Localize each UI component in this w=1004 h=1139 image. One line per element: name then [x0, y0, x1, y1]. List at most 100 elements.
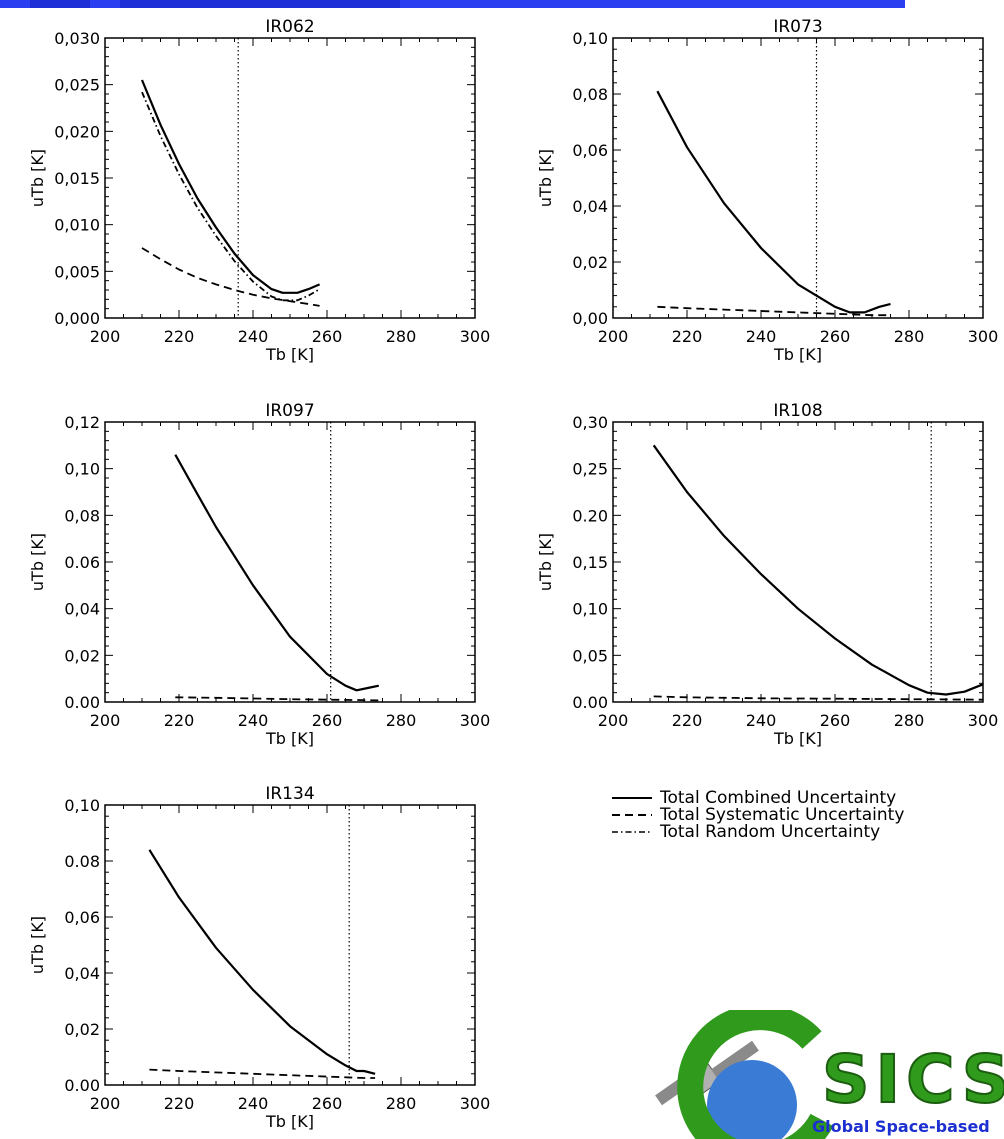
- legend-label: Total Random Uncertainty: [659, 822, 880, 842]
- y-tick-label: 0,10: [64, 796, 100, 815]
- x-tick-label: 260: [820, 327, 851, 346]
- chart-title: IR108: [773, 401, 822, 421]
- logo-wordmark: SICS: [822, 1041, 1004, 1118]
- y-tick-label: 0,10: [572, 29, 608, 48]
- y-tick-label: 0,020: [54, 122, 100, 141]
- y-tick-label: 0.08: [64, 852, 100, 871]
- x-tick-label: 260: [312, 327, 343, 346]
- series-line-solid: [174, 454, 380, 692]
- y-tick-label: 0,000: [54, 309, 100, 328]
- chart-ir073: IR073 200 220 240 260 280 300 0,00 0,02 0,04 0,06 0…: [536, 17, 998, 364]
- series-line-dashed: [149, 1068, 376, 1079]
- x-tick-label: 240: [746, 711, 777, 730]
- y-tick-label: 0,04: [64, 964, 100, 983]
- x-tick-label: 260: [820, 711, 851, 730]
- series-line-solid: [148, 849, 376, 1075]
- y-tick-label: 0,025: [54, 76, 100, 95]
- y-tick-label: 0,02: [572, 253, 608, 272]
- y-tick-label: 0,04: [64, 600, 100, 619]
- header-bar-segment: [120, 0, 400, 8]
- y-tick-label: 0,06: [64, 908, 100, 927]
- chart-ir097: IR097 200 220 240 260 280 300 0.00 0,02 0,04 0.06 0…: [28, 401, 490, 748]
- y-tick-label: 0,030: [54, 29, 100, 48]
- chart-legend: Total Combined Uncertainty Total Systema…: [612, 788, 904, 842]
- plot-frame: [104, 37, 476, 319]
- x-tick-label: 300: [460, 327, 491, 346]
- series-line-dashed: [653, 695, 984, 701]
- legend-entry-random: Total Random Uncertainty: [612, 822, 880, 842]
- x-tick-label: 300: [968, 711, 999, 730]
- x-tick-label: 200: [90, 711, 121, 730]
- x-tick-label: 220: [164, 327, 195, 346]
- chart-ir134: IR134 200 220 240 260 280 300 0.00 0,02 0,04 0,06 0…: [28, 784, 490, 1131]
- y-tick-label: 0,08: [572, 85, 608, 104]
- y-tick-label: 0,10: [572, 600, 608, 619]
- y-tick-label: 0,015: [54, 169, 100, 188]
- x-tick-label: 260: [312, 1094, 343, 1113]
- x-tick-label: 200: [598, 327, 629, 346]
- header-bar-segment: [30, 0, 90, 8]
- x-tick-label: 280: [386, 327, 417, 346]
- x-axis-label: Tb [K]: [265, 729, 314, 748]
- gsics-logo: SICS Global Space-based: [655, 1010, 1004, 1139]
- y-tick-label: 0,15: [572, 553, 608, 572]
- y-tick-label: 0.00: [572, 693, 608, 712]
- y-tick-label: 0,06: [572, 141, 608, 160]
- x-tick-label: 300: [460, 1094, 491, 1113]
- x-tick-label: 220: [672, 711, 703, 730]
- plot-frame: [104, 804, 476, 1086]
- chart-title: IR134: [265, 784, 314, 804]
- y-axis-label: uTb [K]: [28, 533, 47, 591]
- x-tick-label: 280: [386, 1094, 417, 1113]
- x-tick-label: 280: [386, 711, 417, 730]
- x-tick-label: 200: [90, 327, 121, 346]
- series-line-dashed: [141, 247, 320, 307]
- chart-title: IR062: [265, 17, 314, 37]
- x-tick-label: 240: [238, 327, 269, 346]
- chart-title: IR097: [265, 401, 314, 421]
- series-line-solid: [140, 79, 321, 294]
- y-tick-label: 0,005: [54, 262, 100, 281]
- y-tick-label: 0.06: [64, 553, 100, 572]
- y-tick-label: 0,05: [572, 646, 608, 665]
- y-tick-label: 0,08: [64, 506, 100, 525]
- y-tick-label: 0.00: [64, 693, 100, 712]
- x-tick-label: 200: [90, 1094, 121, 1113]
- top-header-bar: [0, 0, 905, 8]
- x-tick-label: 220: [164, 1094, 195, 1113]
- x-tick-label: 240: [238, 711, 269, 730]
- y-tick-label: 0,04: [572, 197, 608, 216]
- x-tick-label: 300: [968, 327, 999, 346]
- x-tick-label: 280: [894, 327, 925, 346]
- y-tick-label: 0,02: [64, 646, 100, 665]
- y-tick-label: 0,10: [64, 460, 100, 479]
- legend-label: Total Combined Uncertainty: [659, 788, 896, 808]
- y-axis-label: uTb [K]: [536, 149, 555, 207]
- x-tick-label: 220: [164, 711, 195, 730]
- x-axis-label: Tb [K]: [265, 345, 314, 364]
- series-line-dashdot: [141, 91, 321, 302]
- y-axis-label: uTb [K]: [28, 916, 47, 974]
- x-tick-label: 300: [460, 711, 491, 730]
- logo-g-arc: [677, 1010, 834, 1139]
- y-tick-label: 0,25: [572, 460, 608, 479]
- x-tick-label: 240: [238, 1094, 269, 1113]
- x-tick-label: 220: [672, 327, 703, 346]
- plot-frame: [612, 37, 984, 319]
- legend-label: Total Systematic Uncertainty: [659, 805, 904, 825]
- logo-tagline: Global Space-based: [812, 1117, 990, 1136]
- chart-ir062: IR062 200 220 240 260 280 300 0,000 0,005 0,010 0,…: [28, 17, 490, 364]
- y-tick-label: 0,12: [64, 413, 100, 432]
- x-tick-label: 200: [598, 711, 629, 730]
- y-tick-label: 0,00: [572, 309, 608, 328]
- chart-title: IR073: [773, 17, 822, 37]
- x-tick-label: 280: [894, 711, 925, 730]
- y-tick-label: 0,010: [54, 216, 100, 235]
- series-line-solid: [656, 90, 891, 314]
- y-tick-label: 0.00: [64, 1076, 100, 1095]
- series-line-dashed: [657, 305, 891, 317]
- y-axis-label: uTb [K]: [536, 533, 555, 591]
- plot-frame: [104, 421, 476, 703]
- x-axis-label: Tb [K]: [773, 345, 822, 364]
